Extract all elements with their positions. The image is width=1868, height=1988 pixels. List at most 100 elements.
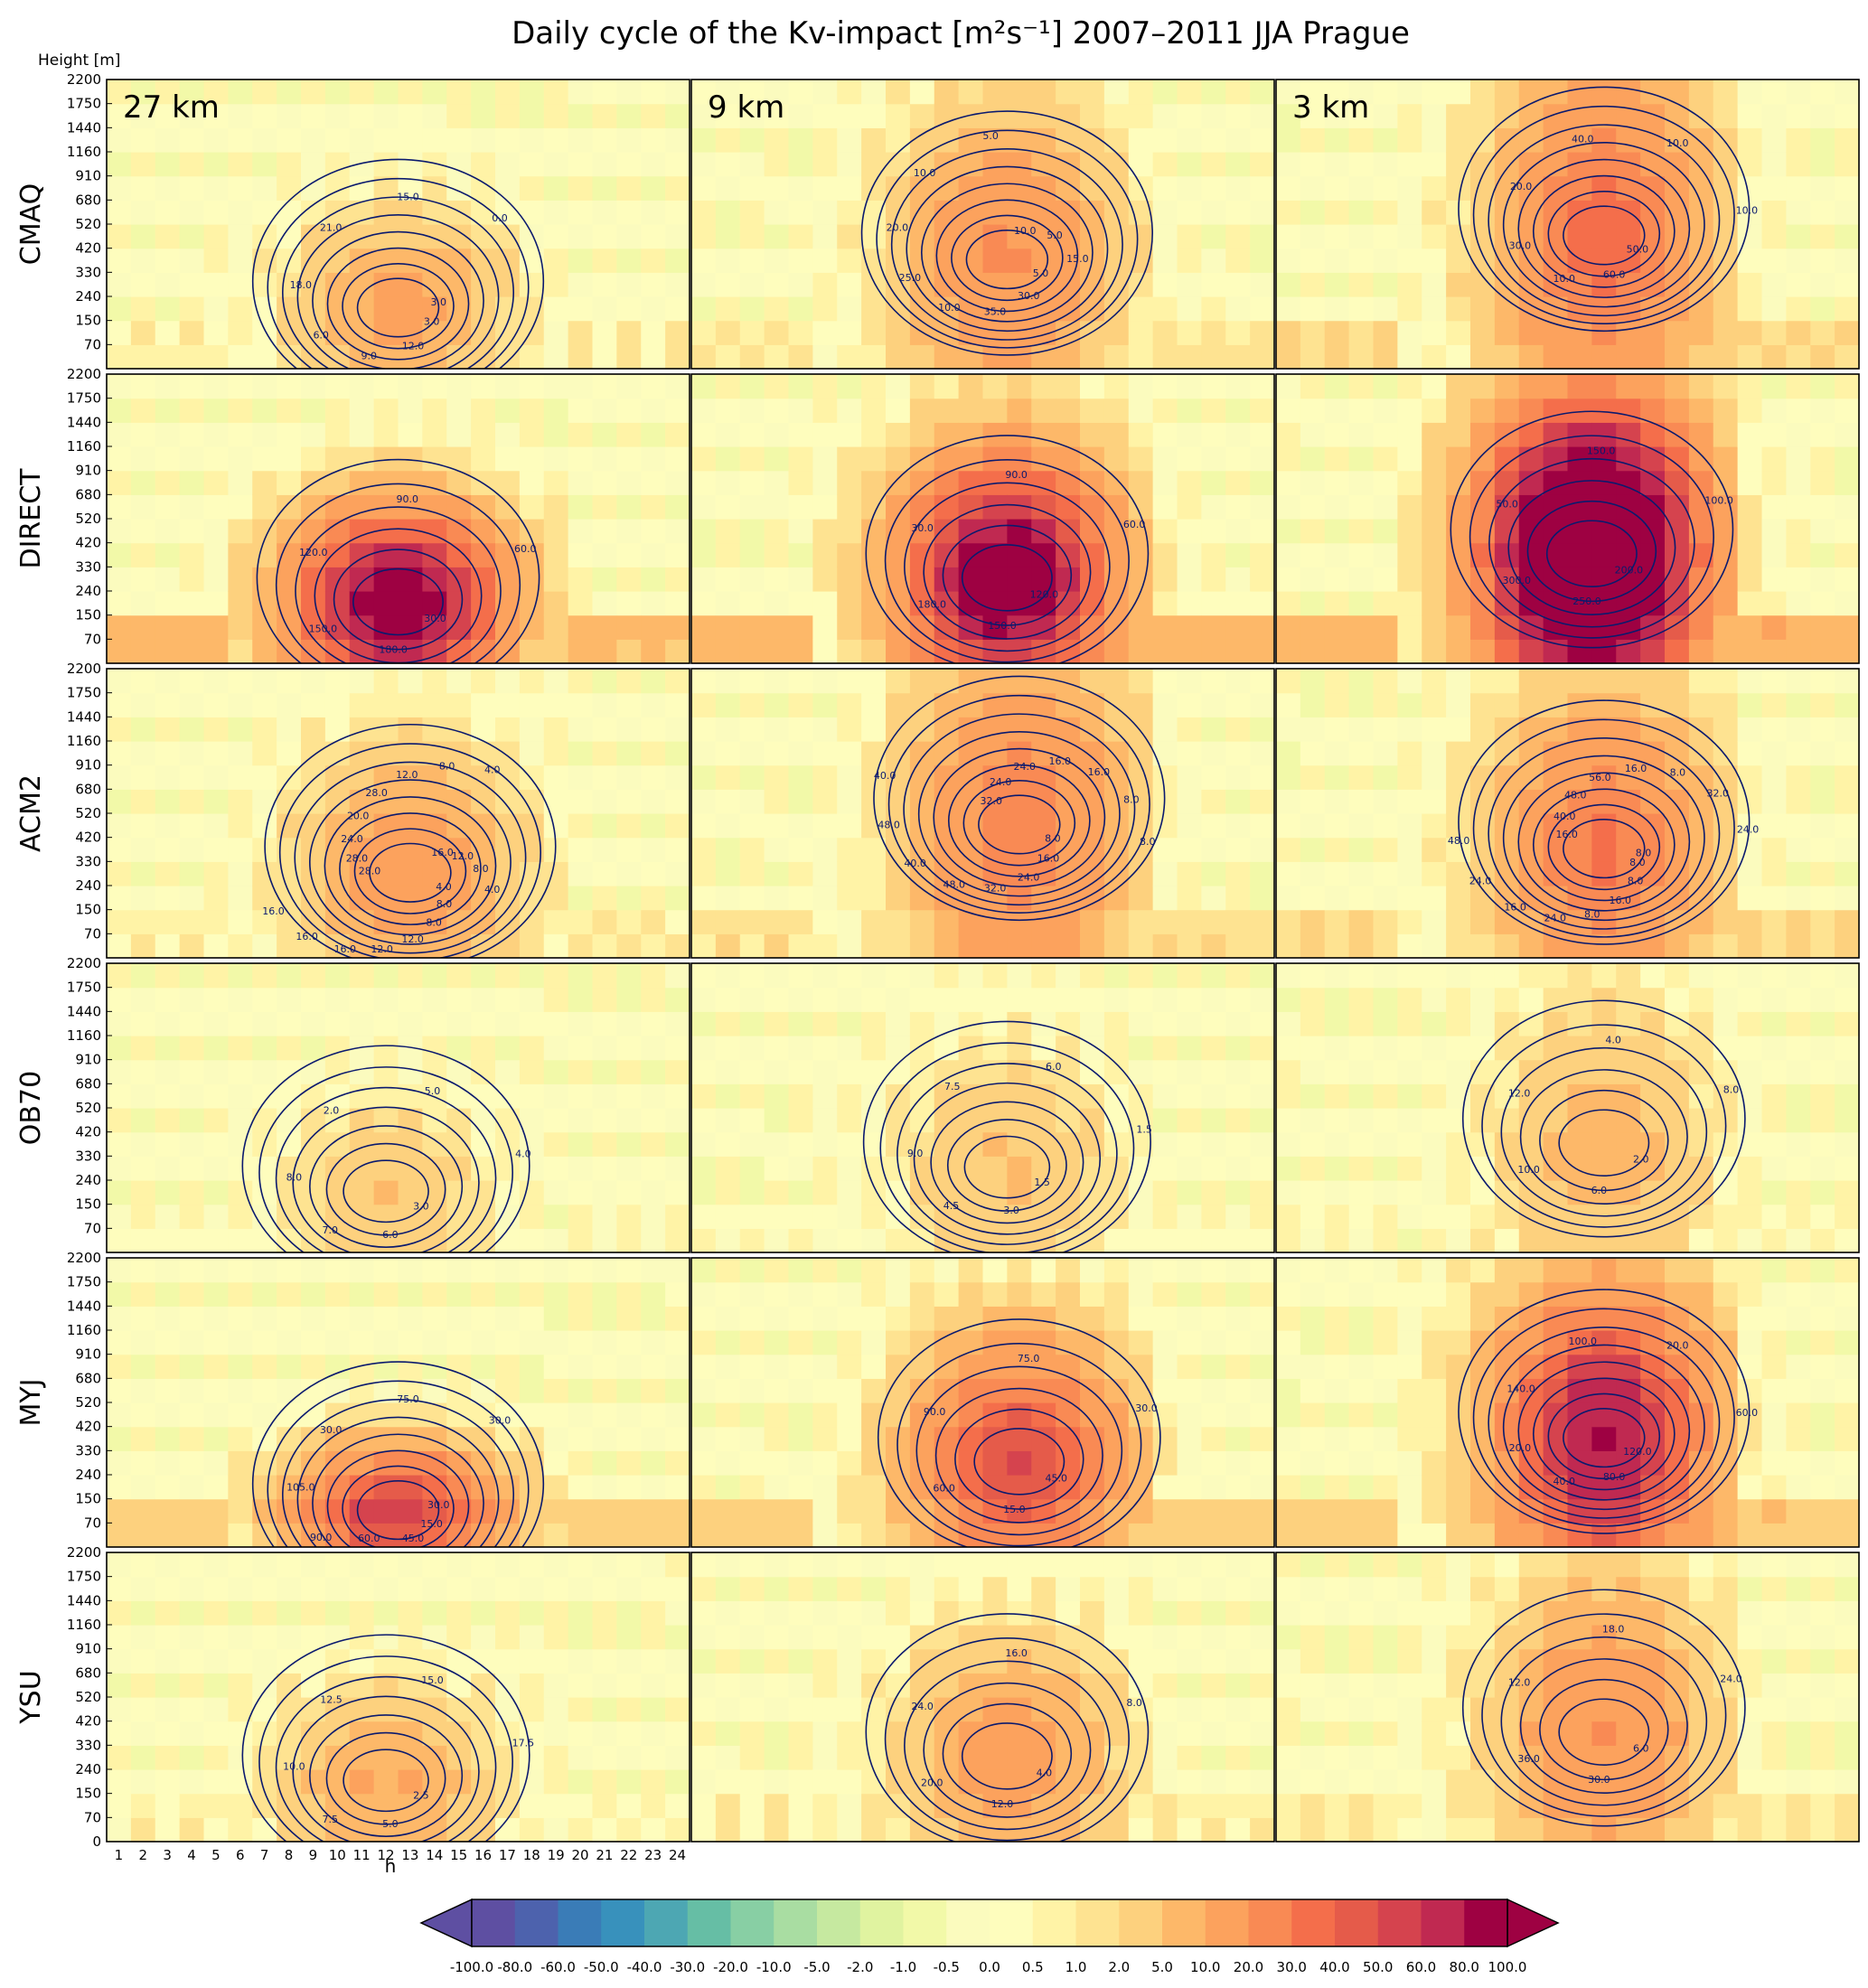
heatmap-cell	[1276, 127, 1300, 152]
heatmap-cell	[789, 1282, 813, 1307]
heatmap-cell	[812, 813, 837, 838]
heatmap-cell	[934, 567, 959, 591]
heatmap-cell	[1616, 374, 1640, 399]
heatmap-cell	[861, 422, 886, 446]
heatmap-cell	[180, 813, 204, 838]
heatmap-cell	[1422, 1205, 1446, 1229]
heatmap-cell	[593, 1552, 617, 1577]
heatmap-cell	[1762, 446, 1787, 471]
heatmap-cell	[180, 1745, 204, 1769]
heatmap-cell	[1762, 399, 1787, 423]
heatmap-cell	[1470, 1306, 1495, 1330]
heatmap-cell	[1689, 567, 1713, 591]
heatmap-cell	[765, 1282, 789, 1307]
heatmap-cell	[180, 933, 204, 958]
heatmap-cell	[1225, 1132, 1250, 1157]
heatmap-cell	[1713, 296, 1738, 321]
heatmap-cell	[1201, 933, 1225, 958]
heatmap-cell	[665, 224, 690, 248]
heatmap-cell	[520, 1817, 544, 1842]
heatmap-cell	[593, 1577, 617, 1601]
heatmap-cell	[228, 399, 252, 423]
contour-label: 12.0	[371, 943, 393, 955]
heatmap-cell	[1446, 152, 1470, 176]
heatmap-cell	[1810, 176, 1835, 201]
heatmap-cell	[277, 1697, 301, 1721]
heatmap-cell	[740, 765, 765, 790]
heatmap-cell	[691, 200, 716, 224]
heatmap-cell	[180, 1132, 204, 1157]
heatmap-cell	[1835, 1523, 1859, 1547]
heatmap-cell	[1446, 1060, 1470, 1084]
heatmap-cell	[1713, 963, 1738, 988]
heatmap-cell	[812, 80, 837, 104]
heatmap-cell	[568, 80, 593, 104]
heatmap-cell	[180, 344, 204, 369]
heatmap-cell	[520, 104, 544, 128]
heatmap-cell	[495, 1625, 520, 1649]
heatmap-cell	[1665, 789, 1689, 813]
heatmap-cell	[1713, 639, 1738, 663]
heatmap-cell	[616, 1673, 641, 1697]
heatmap-cell	[1276, 567, 1300, 591]
heatmap-cell	[837, 200, 861, 224]
heatmap-cell	[837, 963, 861, 988]
heatmap-cell	[107, 1355, 131, 1379]
heatmap-cell	[1201, 1156, 1225, 1180]
heatmap-cell	[1422, 1083, 1446, 1108]
heatmap-cell	[1665, 1258, 1689, 1282]
heatmap-cell	[593, 591, 617, 615]
heatmap-cell	[544, 789, 568, 813]
heatmap-cell	[1713, 615, 1738, 640]
heatmap-cell	[861, 399, 886, 423]
heatmap-cell	[252, 591, 277, 615]
contour-label: 10.0	[1666, 137, 1689, 149]
heatmap-cell	[1738, 717, 1762, 741]
heatmap-cell	[1225, 471, 1250, 495]
heatmap-cell	[1056, 988, 1080, 1012]
heatmap-cell	[1665, 1355, 1689, 1379]
heatmap-cell	[716, 1180, 740, 1205]
heatmap-cell	[691, 765, 716, 790]
heatmap-cell	[1250, 1060, 1274, 1084]
heatmap-cell	[107, 446, 131, 471]
contour-label: 90.0	[924, 1406, 946, 1418]
heatmap-cell	[1201, 988, 1225, 1012]
heatmap-cell	[1031, 399, 1056, 423]
heatmap-cell	[1422, 1306, 1446, 1330]
heatmap-cell	[301, 80, 325, 104]
heatmap-cell	[593, 567, 617, 591]
heatmap-cell	[1495, 1450, 1519, 1475]
heatmap-cell	[765, 422, 789, 446]
heatmap-cell	[789, 1228, 813, 1252]
heatmap-cell	[252, 741, 277, 765]
contour-label: 120.0	[1623, 1446, 1652, 1458]
heatmap-cell	[789, 615, 813, 640]
heatmap-cell	[204, 1673, 229, 1697]
contour-label: 8.0	[1123, 793, 1140, 805]
heatmap-cell	[1422, 543, 1446, 567]
heatmap-cell	[1276, 272, 1300, 296]
heatmap-cell	[616, 1205, 641, 1229]
y-tick-label: 910	[75, 168, 101, 184]
heatmap-cell	[495, 1306, 520, 1330]
heatmap-cell	[374, 1649, 399, 1674]
heatmap-cell	[325, 1330, 350, 1355]
heatmap-cell	[812, 200, 837, 224]
contour-label: 8.0	[1628, 876, 1644, 887]
heatmap-cell	[1349, 591, 1374, 615]
heatmap-cell	[399, 1355, 423, 1379]
heatmap-cell	[812, 296, 837, 321]
heatmap-cell	[1007, 1282, 1031, 1307]
heatmap-cell	[446, 1625, 471, 1649]
heatmap-cell	[1080, 1306, 1104, 1330]
heatmap-cell	[568, 813, 593, 838]
heatmap-cell	[1056, 152, 1080, 176]
y-tick-label: 520	[75, 1394, 101, 1411]
heatmap-cell	[861, 1036, 886, 1060]
heatmap-cell	[641, 669, 665, 693]
heatmap-cell	[107, 669, 131, 693]
heatmap-cell	[1495, 543, 1519, 567]
heatmap-cell	[665, 1060, 690, 1084]
heatmap-cell	[568, 399, 593, 423]
